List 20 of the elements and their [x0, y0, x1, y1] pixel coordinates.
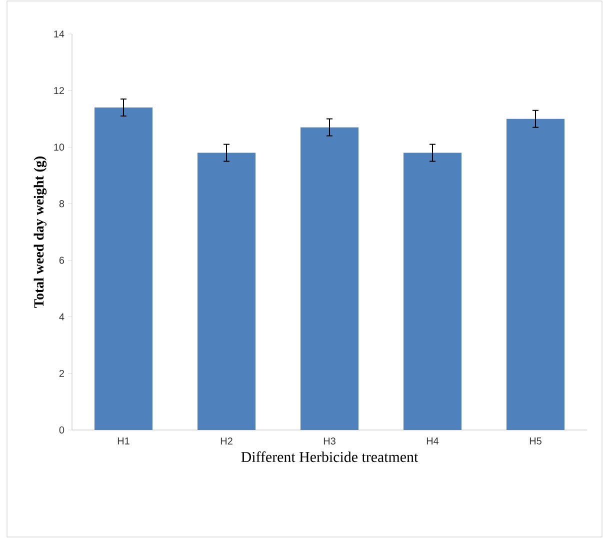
y-tick-label: 2	[59, 370, 64, 377]
bar	[404, 152, 462, 430]
y-tick-label: 10	[54, 144, 64, 151]
y-tick-label: 14	[54, 30, 64, 38]
x-tick-label: H5	[530, 438, 542, 444]
y-axis-title: Total weed day weight (g)	[34, 156, 47, 308]
y-tick-label: 8	[59, 200, 64, 208]
x-axis-title: Different Herbicide treatment	[241, 451, 418, 462]
y-tick-label: 12	[54, 87, 64, 94]
y-tick-label: 0	[59, 426, 64, 434]
y-tick-label: 4	[59, 313, 64, 320]
y-tick-label: 6	[59, 256, 64, 264]
x-tick-label: H3	[324, 438, 336, 445]
x-tick-label: H4	[426, 438, 439, 444]
bar	[506, 118, 565, 430]
x-tick-label: H1	[118, 438, 130, 444]
bar	[198, 152, 256, 430]
bar	[300, 127, 359, 430]
x-tick-label: H2	[220, 438, 232, 444]
bar	[94, 108, 152, 430]
